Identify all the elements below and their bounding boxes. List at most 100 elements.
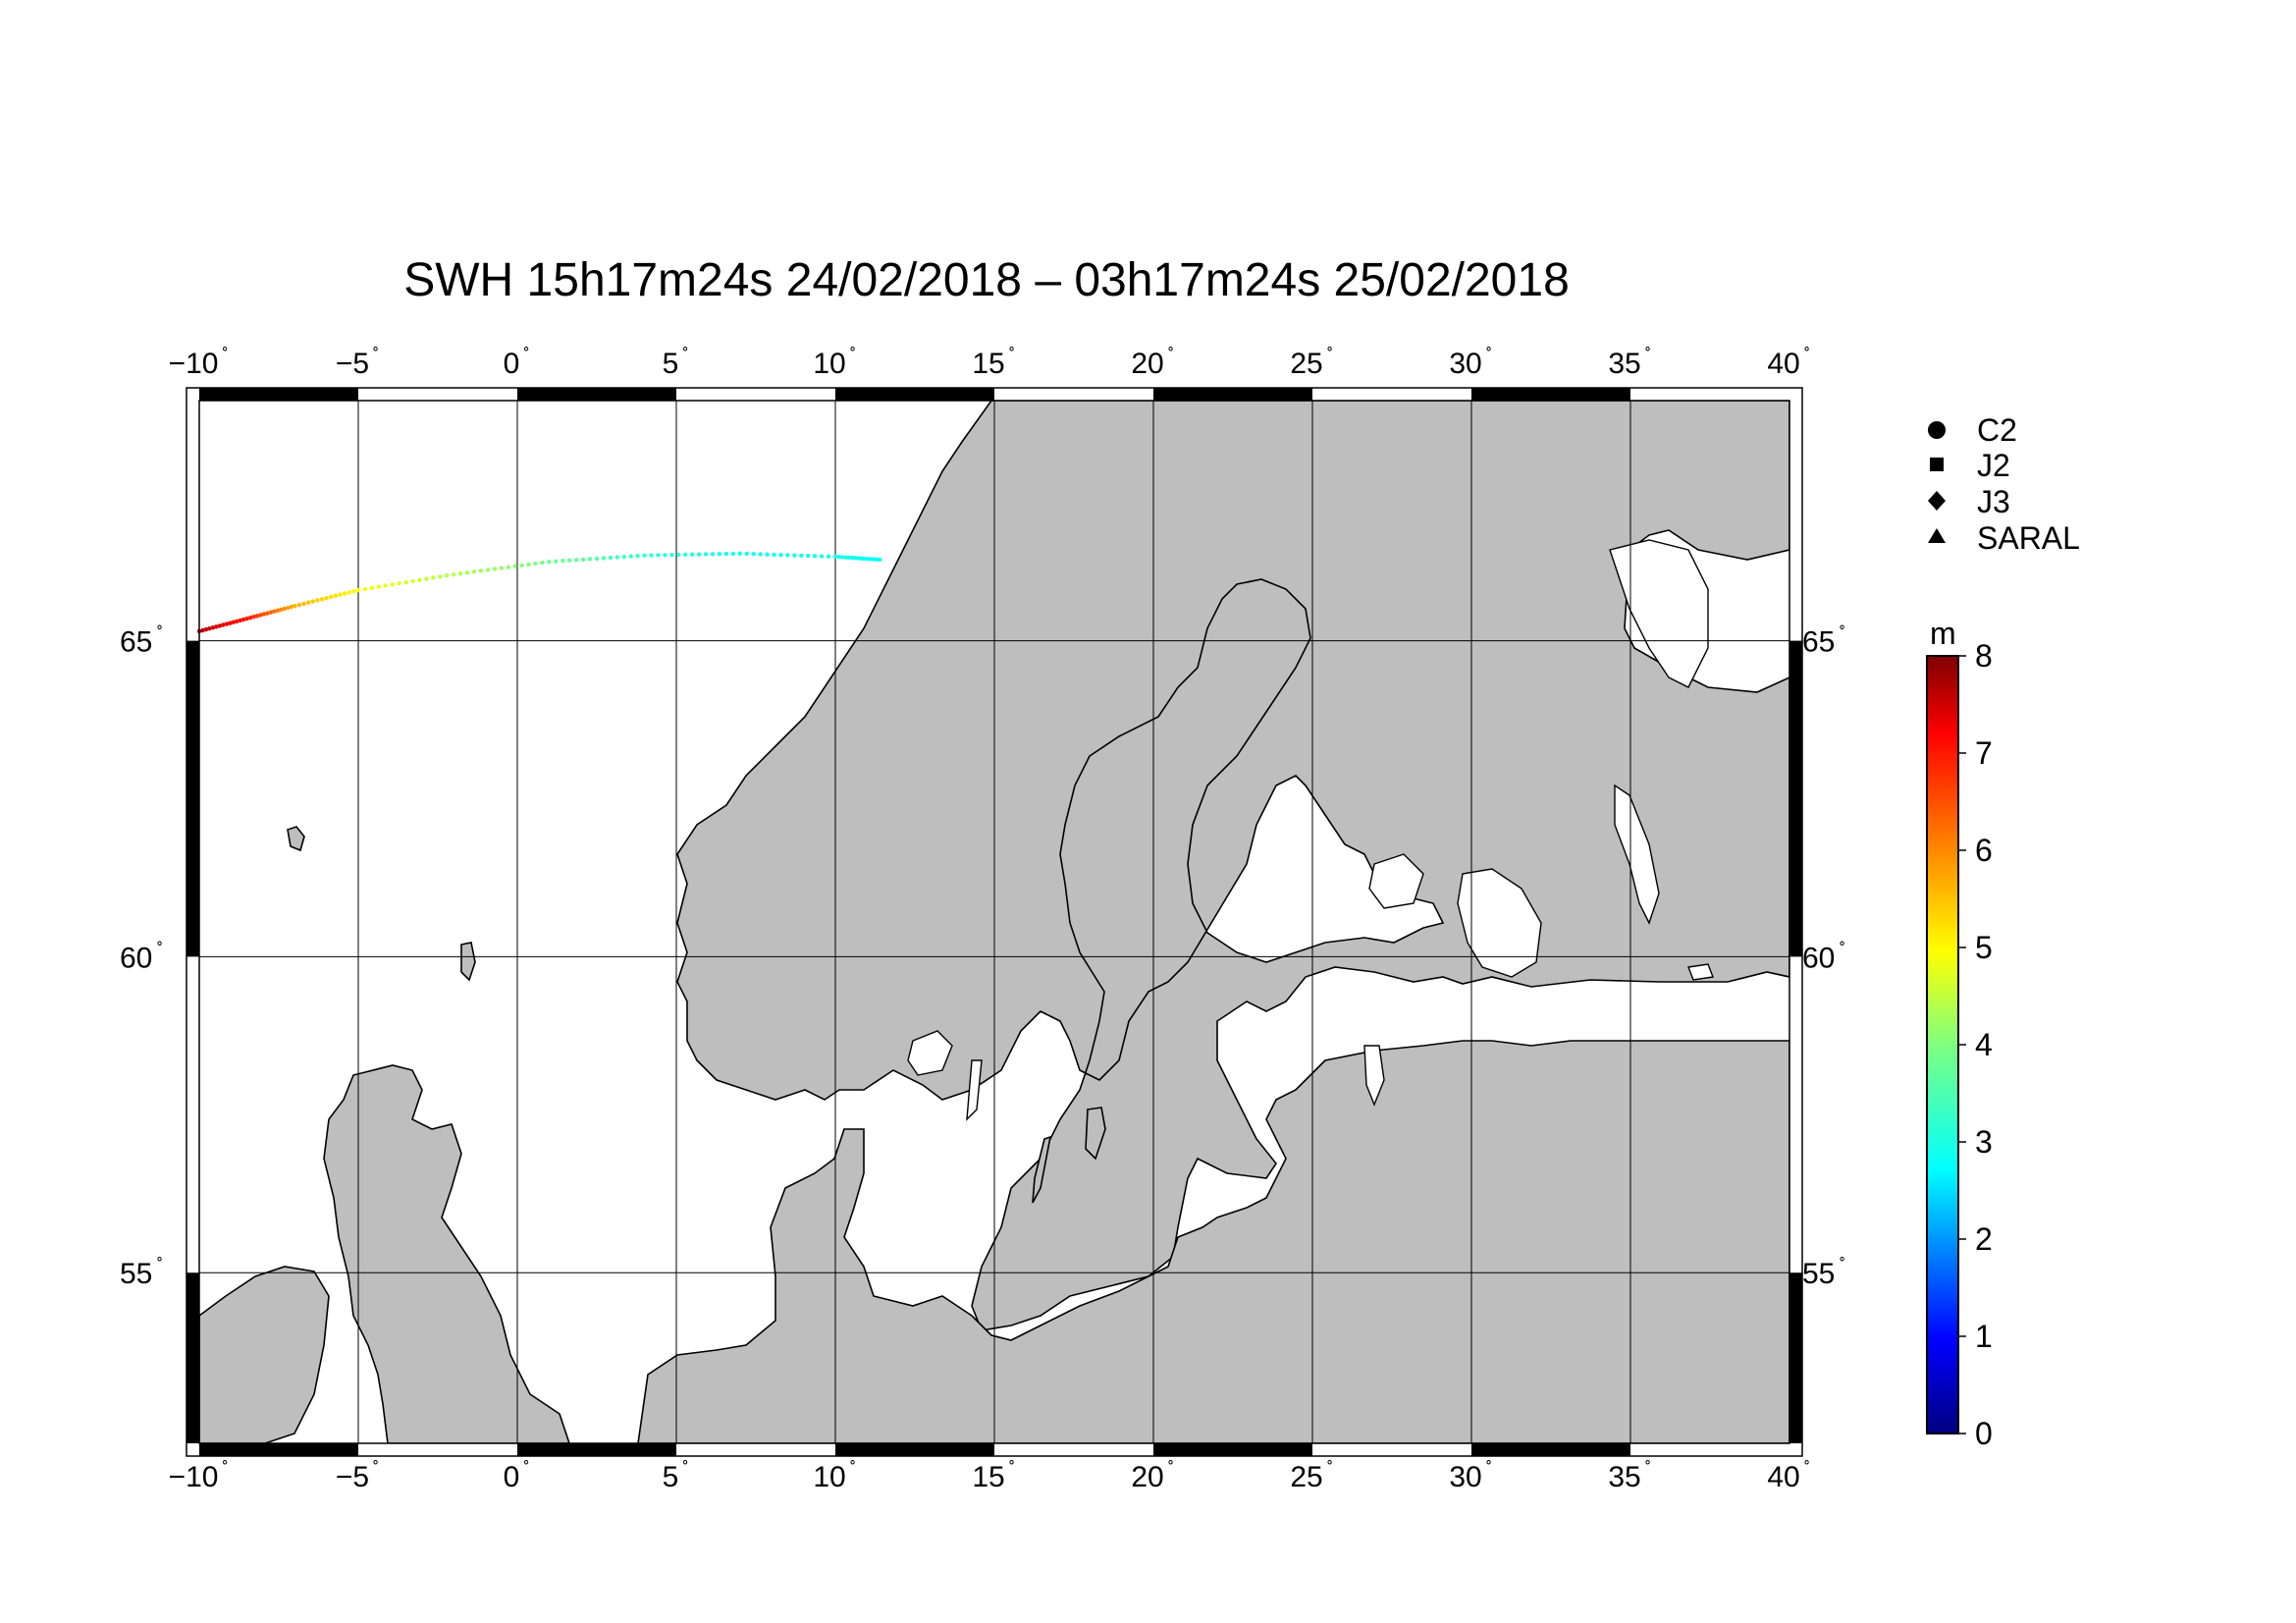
track-point (676, 552, 681, 558)
track-point (338, 592, 343, 597)
lon-tick-label: 5 (663, 1461, 679, 1493)
track-point (265, 611, 270, 616)
frame-band-bottom (517, 1443, 676, 1456)
lake-vanern (907, 1030, 953, 1076)
lat-tick-label: 55 (1802, 1258, 1835, 1290)
degree-mark: ˚ (1168, 1459, 1174, 1479)
track-point (772, 552, 776, 558)
frame-band-top (517, 388, 676, 401)
track-point (864, 556, 869, 562)
lon-labels-top: −10 ˚ −5 ˚ 0 ˚ 5 ˚ 10 ˚ 15 ˚ 20 ˚ 25 ˚ 30 ˚ 35 ˚ 40 ˚ (169, 346, 1810, 380)
legend-symbol-triangle (1928, 528, 1946, 543)
track-point (315, 598, 320, 603)
degree-mark: ˚ (1327, 1459, 1333, 1479)
lon-tick-label: 35 (1608, 1461, 1640, 1493)
lakes (907, 539, 1714, 1121)
degree-mark: ˚ (1327, 346, 1333, 365)
lon-tick-label: 10 (813, 348, 845, 380)
track-point (737, 551, 742, 556)
track-point (554, 559, 559, 564)
lon-labels-bottom: −10 ˚ −5 ˚ 0 ˚ 5 ˚ 10 ˚ 15 ˚ 20 ˚ 25 ˚ 30 ˚ 35 ˚ 40 ˚ (169, 1459, 1810, 1493)
track-point (390, 582, 395, 587)
track-point (286, 605, 291, 611)
lon-tick-label: 20 (1131, 1461, 1163, 1493)
degree-mark: ˚ (1009, 1459, 1015, 1479)
track-point (696, 552, 702, 557)
track-point (839, 555, 845, 560)
track-point (240, 617, 246, 622)
track-point (244, 616, 249, 622)
track-point (744, 551, 749, 557)
track-point (438, 574, 443, 579)
track-point (621, 554, 626, 560)
frame-band-bottom (835, 1443, 994, 1456)
colorbar-tick-label: 2 (1975, 1221, 1993, 1257)
frame-band-top (835, 388, 994, 401)
track-point (231, 620, 236, 624)
degree-mark: ˚ (373, 346, 379, 365)
lake-peipus (1363, 1045, 1385, 1107)
colorbar-tick-label: 7 (1975, 735, 1993, 771)
track-point (403, 579, 408, 585)
colorbar-tick-label: 5 (1975, 930, 1993, 965)
legend-label-j3: J3 (1977, 484, 2010, 519)
track-point (806, 553, 811, 559)
track-point (251, 615, 256, 620)
track-point (397, 580, 401, 586)
track-point (710, 552, 716, 557)
track-point (778, 552, 783, 558)
track-point (540, 560, 545, 566)
degree-mark: ˚ (223, 346, 229, 365)
track-point (275, 608, 281, 613)
track-point (642, 553, 647, 558)
track-point (547, 559, 552, 565)
track-point (234, 619, 240, 624)
track-point (324, 595, 329, 601)
track-point (221, 622, 226, 627)
degree-mark: ˚ (223, 1459, 229, 1479)
track-point (410, 578, 415, 584)
track-point (850, 555, 855, 561)
colorbar-gradient (1926, 655, 1959, 1434)
track-point (703, 552, 709, 557)
track-point (362, 586, 368, 592)
track-point (351, 589, 356, 594)
colorbar-tick-label: 6 (1975, 833, 1993, 868)
track-point (471, 569, 477, 574)
lon-tick-label: 15 (972, 348, 1004, 380)
degree-mark: ˚ (1804, 346, 1810, 365)
legend-symbol-square (1930, 458, 1944, 471)
track-point (683, 552, 688, 558)
graticule (199, 401, 1789, 1443)
lat-tick-label: 55 (120, 1258, 152, 1290)
track-point (758, 552, 763, 557)
degree-mark: ˚ (850, 346, 856, 365)
lake-saimaa (1368, 853, 1424, 909)
track-point (867, 557, 872, 562)
track-point (819, 554, 825, 559)
track-point (519, 563, 524, 568)
track-point (573, 558, 579, 563)
track-point (792, 553, 797, 558)
degree-mark: ˚ (850, 1459, 856, 1479)
land-gotland (1085, 1107, 1106, 1161)
lake-ladoga (1457, 868, 1542, 978)
track-point (333, 593, 339, 599)
track-point (656, 553, 661, 558)
track-point (836, 555, 841, 560)
degree-mark: ˚ (157, 624, 163, 644)
track-point (561, 559, 565, 564)
track-point (832, 554, 838, 560)
track-point (445, 572, 450, 578)
lat-tick-label: 60 (120, 942, 152, 974)
degree-mark: ˚ (1168, 346, 1174, 365)
track-point (533, 561, 538, 567)
lon-tick-label: 30 (1449, 348, 1481, 380)
track-point (669, 552, 674, 558)
frame-band-left (187, 640, 199, 957)
track-point (254, 614, 260, 619)
track-point (228, 621, 233, 625)
track-point (424, 576, 429, 581)
frame-band-bottom (1153, 1443, 1312, 1456)
degree-mark: ˚ (1645, 1459, 1651, 1479)
